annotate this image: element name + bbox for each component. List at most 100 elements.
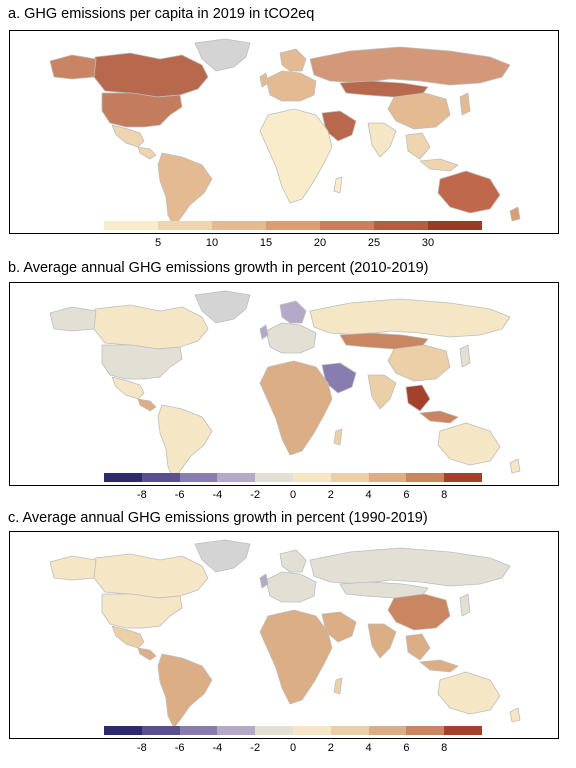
southeast-asia xyxy=(405,633,431,661)
madagascar xyxy=(333,428,343,446)
central-america xyxy=(137,398,157,412)
scale-swatch xyxy=(217,473,256,482)
scale-tick-label: 8 xyxy=(441,742,448,754)
united-states xyxy=(101,344,183,380)
scale-swatch xyxy=(368,473,407,482)
madagascar xyxy=(333,677,343,695)
southeast-asia xyxy=(405,384,431,412)
panel-a: a. GHG emissions per capita in 2019 in t… xyxy=(0,0,576,260)
south-america xyxy=(157,653,213,729)
color-scale xyxy=(104,221,482,230)
scale-swatch xyxy=(141,726,180,735)
scale-swatch xyxy=(444,726,482,735)
map-frame xyxy=(9,282,559,486)
scale-swatch xyxy=(444,473,482,482)
mexico xyxy=(111,376,145,400)
scale-tick-label: -6 xyxy=(174,742,185,754)
indonesia xyxy=(419,410,459,424)
china xyxy=(387,593,451,631)
china xyxy=(387,344,451,382)
uk xyxy=(259,72,269,88)
africa xyxy=(259,609,333,705)
russia xyxy=(309,298,511,338)
scale-swatch xyxy=(368,726,407,735)
scale-swatch xyxy=(179,726,218,735)
map-frame xyxy=(9,531,559,739)
scale-tick-label: 25 xyxy=(367,237,381,249)
russia xyxy=(309,46,511,86)
india xyxy=(367,374,397,410)
scale-tick-label: 4 xyxy=(365,742,372,754)
world-map xyxy=(49,38,521,228)
scale-swatch xyxy=(104,726,142,735)
india xyxy=(367,623,397,659)
europe xyxy=(265,70,317,102)
canada xyxy=(93,553,209,599)
scale-tick-label: -2 xyxy=(250,489,261,501)
india xyxy=(367,122,397,158)
europe xyxy=(265,571,317,603)
africa xyxy=(259,360,333,456)
scale-ticks: -8 -6 -4 -2 0 2 4 6 8 xyxy=(104,489,482,503)
united-states xyxy=(101,92,183,128)
japan xyxy=(459,593,471,617)
scale-ticks: -8 -6 -4 -2 0 2 4 6 8 xyxy=(104,742,482,756)
alaska xyxy=(49,555,97,581)
southeast-asia xyxy=(405,132,431,160)
indonesia xyxy=(419,158,459,172)
scale-tick-label: 6 xyxy=(403,489,410,501)
panel-title: c. Average annual GHG emissions growth i… xyxy=(8,510,428,526)
new-zealand xyxy=(509,458,521,474)
scale-tick-label: 15 xyxy=(259,237,273,249)
china xyxy=(387,92,451,130)
uk xyxy=(259,324,269,340)
scale-swatch xyxy=(217,726,256,735)
new-zealand xyxy=(509,206,521,222)
russia xyxy=(309,547,511,587)
alaska xyxy=(49,54,97,80)
scale-tick-label: -8 xyxy=(136,742,147,754)
alaska xyxy=(49,306,97,332)
canada xyxy=(93,52,209,98)
world-map xyxy=(49,539,521,729)
scale-ticks: 5 10 15 20 25 30 xyxy=(104,237,482,251)
scale-swatch xyxy=(374,221,428,230)
africa xyxy=(259,108,333,204)
scale-swatch xyxy=(255,473,293,482)
south-america xyxy=(157,152,213,228)
panel-title: b. Average annual GHG emissions growth i… xyxy=(8,260,429,276)
australia xyxy=(437,671,501,715)
scandinavia xyxy=(279,300,307,324)
scale-swatch xyxy=(330,726,369,735)
greenland xyxy=(194,539,251,573)
scale-tick-label: -2 xyxy=(250,742,261,754)
australia xyxy=(437,170,501,214)
mexico xyxy=(111,625,145,649)
japan xyxy=(459,92,471,116)
central-america xyxy=(137,647,157,661)
scale-tick-label: -4 xyxy=(212,489,223,501)
madagascar xyxy=(333,176,343,194)
panel-title: a. GHG emissions per capita in 2019 in t… xyxy=(8,6,315,22)
scale-tick-label: 8 xyxy=(441,489,448,501)
panel-b: b. Average annual GHG emissions growth i… xyxy=(0,255,576,510)
scale-tick-label: 0 xyxy=(289,742,297,754)
scale-swatch xyxy=(406,473,445,482)
scale-tick-label: 4 xyxy=(365,489,372,501)
south-america xyxy=(157,404,213,480)
scale-tick-label: -4 xyxy=(212,742,223,754)
world-map xyxy=(49,290,521,480)
greenland xyxy=(194,38,251,72)
europe xyxy=(265,322,317,354)
greenland xyxy=(194,290,251,324)
scale-tick-label: -8 xyxy=(136,489,147,501)
scandinavia xyxy=(279,48,307,72)
color-scale xyxy=(104,726,482,735)
scale-swatch xyxy=(179,473,218,482)
australia xyxy=(437,422,501,466)
scandinavia xyxy=(279,549,307,573)
scale-swatch xyxy=(292,473,331,482)
scale-tick-label: 20 xyxy=(313,237,327,249)
map-frame xyxy=(9,30,559,234)
japan xyxy=(459,344,471,368)
